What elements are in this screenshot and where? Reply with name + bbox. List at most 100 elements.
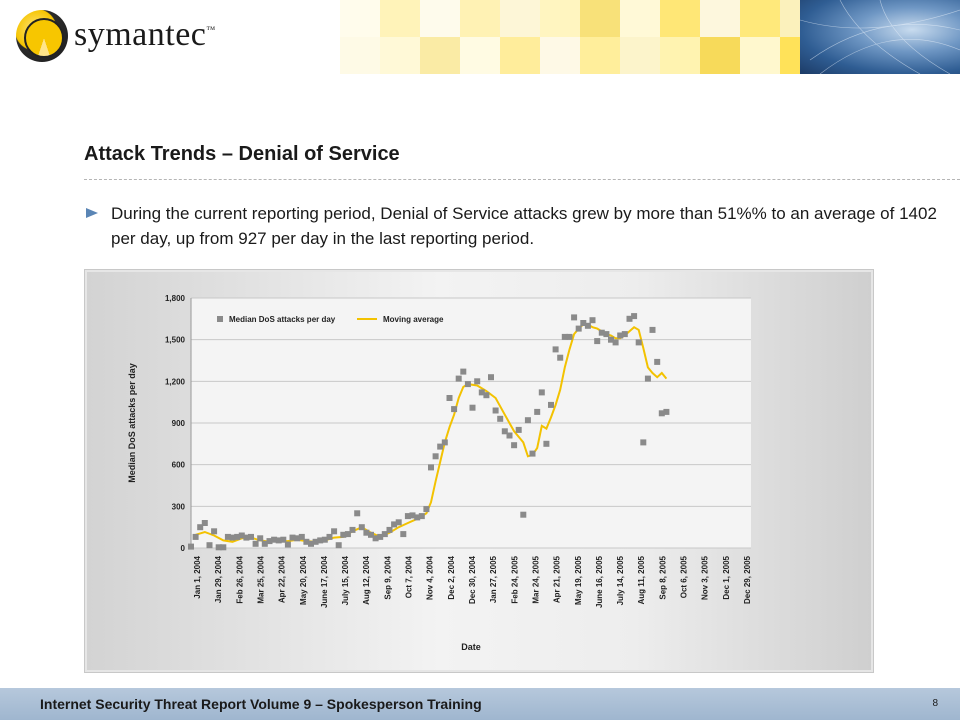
median-dos-point bbox=[492, 407, 499, 414]
page-number: 8 bbox=[932, 698, 938, 709]
median-dos-point bbox=[395, 519, 402, 526]
mosaic-tile bbox=[420, 37, 460, 74]
median-dos-point bbox=[349, 526, 356, 533]
median-dos-point bbox=[317, 537, 324, 544]
median-dos-point bbox=[640, 439, 647, 446]
header-mosaic-decoration bbox=[340, 0, 820, 74]
median-dos-point bbox=[238, 532, 245, 539]
x-tick-label: Apr 22, 2004 bbox=[278, 555, 287, 603]
x-tick-label: Dec 30, 2004 bbox=[468, 555, 477, 604]
median-dos-point bbox=[451, 406, 458, 413]
median-dos-point bbox=[501, 428, 508, 435]
mosaic-tile bbox=[700, 37, 740, 74]
median-dos-point bbox=[524, 417, 531, 424]
median-dos-point bbox=[557, 354, 564, 361]
median-dos-point bbox=[206, 542, 213, 549]
mosaic-tile bbox=[380, 37, 420, 74]
median-dos-point bbox=[644, 375, 651, 382]
median-dos-point bbox=[354, 510, 361, 517]
y-tick-label: 1,800 bbox=[165, 294, 186, 303]
median-dos-point bbox=[326, 533, 333, 540]
median-dos-point bbox=[571, 314, 578, 321]
globe-grid-decoration bbox=[800, 0, 960, 74]
median-dos-point bbox=[584, 322, 591, 329]
median-dos-point bbox=[294, 535, 301, 542]
x-tick-label: Dec 29, 2005 bbox=[743, 555, 752, 604]
mosaic-tile bbox=[460, 37, 500, 74]
median-dos-point bbox=[188, 543, 194, 550]
legend-label-median: Median DoS attacks per day bbox=[229, 315, 336, 324]
median-dos-point bbox=[534, 408, 541, 415]
median-dos-point bbox=[363, 529, 370, 536]
x-tick-label: Mar 25, 2004 bbox=[256, 555, 265, 603]
x-tick-label: Nov 4, 2004 bbox=[426, 555, 435, 600]
median-dos-point bbox=[358, 524, 365, 531]
median-dos-point bbox=[566, 333, 573, 340]
median-dos-point bbox=[418, 513, 425, 520]
x-tick-label: Jan 1, 2004 bbox=[193, 555, 202, 598]
y-tick-label: 1,200 bbox=[165, 377, 186, 386]
median-dos-point bbox=[308, 540, 314, 547]
globe-image bbox=[800, 0, 960, 74]
x-axis-label: Date bbox=[461, 642, 481, 652]
median-dos-point bbox=[483, 392, 490, 399]
slide-title: Attack Trends – Denial of Service bbox=[84, 143, 400, 165]
x-tick-label: June 17, 2004 bbox=[320, 555, 329, 608]
median-dos-point bbox=[252, 540, 259, 547]
x-tick-label: Dec 1, 2005 bbox=[722, 555, 731, 599]
title-divider bbox=[84, 179, 960, 180]
median-dos-point bbox=[598, 329, 605, 336]
mosaic-tile bbox=[740, 37, 780, 74]
median-dos-point bbox=[529, 450, 536, 457]
mosaic-tile bbox=[540, 37, 580, 74]
median-dos-point bbox=[478, 389, 485, 396]
median-dos-point bbox=[331, 528, 338, 535]
median-dos-point bbox=[621, 331, 628, 338]
median-dos-point bbox=[215, 544, 222, 551]
mosaic-tile bbox=[580, 37, 620, 74]
median-dos-point bbox=[548, 401, 554, 408]
median-dos-point bbox=[197, 524, 204, 531]
y-tick-label: 900 bbox=[172, 419, 186, 428]
median-dos-point bbox=[201, 520, 208, 526]
legend-label-moving-average: Moving average bbox=[383, 315, 444, 324]
x-tick-label: July 15, 2004 bbox=[341, 555, 350, 605]
x-tick-label: Jan 27, 2005 bbox=[489, 555, 498, 603]
median-dos-point bbox=[663, 408, 670, 415]
median-dos-point bbox=[552, 346, 559, 353]
chart-panel: 0 300 600 900 1,200 1,500 1,800 Jan 1, 2004 Jan … bbox=[87, 272, 871, 670]
median-dos-point bbox=[446, 395, 453, 401]
median-dos-point bbox=[257, 535, 264, 542]
median-dos-point bbox=[506, 432, 513, 439]
mosaic-tile bbox=[660, 0, 700, 37]
x-tick-label: May 20, 2004 bbox=[299, 555, 308, 604]
median-dos-point bbox=[617, 332, 624, 339]
median-dos-point bbox=[575, 325, 582, 332]
median-dos-point bbox=[321, 536, 328, 543]
mosaic-tile bbox=[740, 0, 780, 37]
x-tick-label: June 16, 2005 bbox=[595, 555, 604, 608]
median-dos-point bbox=[404, 513, 411, 520]
median-dos-point bbox=[594, 338, 601, 345]
median-dos-point bbox=[649, 326, 656, 333]
footer-title: Internet Security Threat Report Volume 9… bbox=[40, 696, 482, 712]
y-tick-label: 300 bbox=[172, 502, 186, 511]
median-dos-point bbox=[386, 526, 393, 533]
median-dos-point bbox=[275, 537, 282, 544]
median-dos-point bbox=[414, 514, 421, 521]
median-dos-point bbox=[497, 415, 504, 422]
mosaic-tile bbox=[700, 0, 740, 37]
median-dos-point bbox=[298, 533, 305, 540]
median-dos-point bbox=[561, 333, 568, 340]
chart-frame: 0 300 600 900 1,200 1,500 1,800 Jan 1, 2004 Jan … bbox=[84, 269, 874, 673]
median-dos-point bbox=[608, 336, 614, 343]
x-tick-label: July 14, 2005 bbox=[616, 555, 625, 605]
mosaic-tile bbox=[620, 0, 660, 37]
x-tick-label: Nov 3, 2005 bbox=[701, 555, 710, 600]
legend-marker-median bbox=[217, 316, 223, 322]
median-dos-point bbox=[261, 540, 268, 547]
median-dos-point bbox=[289, 534, 296, 541]
x-tick-label: Mar 24, 2005 bbox=[531, 555, 540, 603]
median-dos-point bbox=[464, 381, 471, 388]
y-tick-label: 0 bbox=[181, 544, 186, 553]
